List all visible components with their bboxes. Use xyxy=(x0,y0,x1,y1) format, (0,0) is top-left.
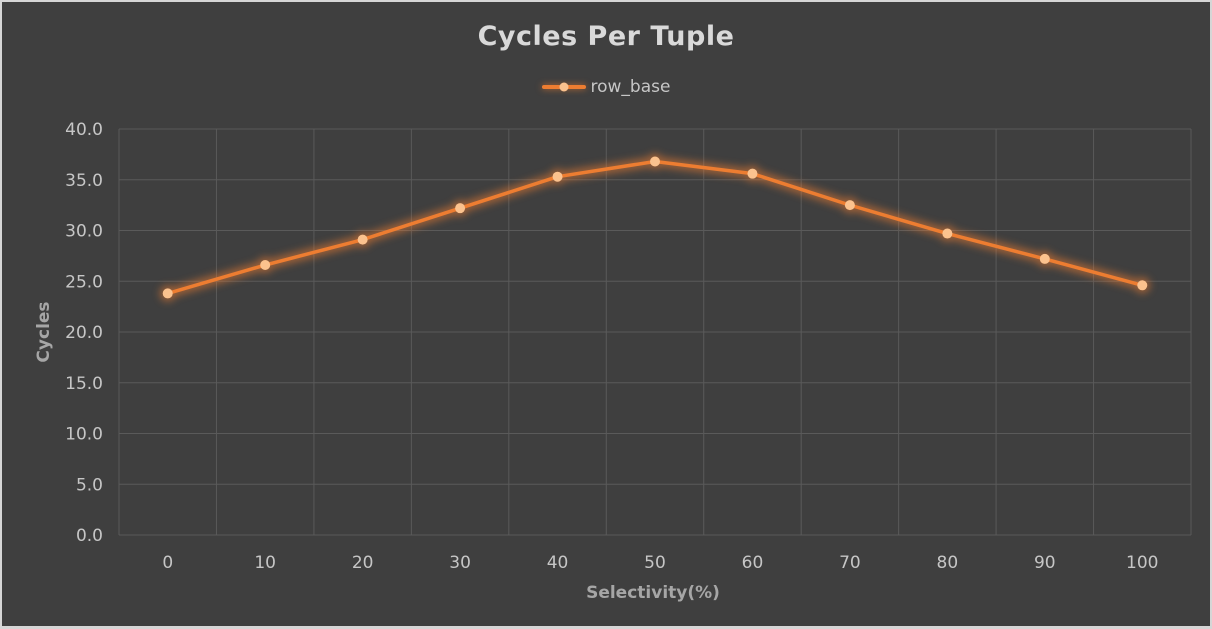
y-tick-label: 30.0 xyxy=(65,222,103,242)
data-point-marker xyxy=(455,203,466,214)
x-tick-label: 40 xyxy=(547,553,569,573)
x-tick-label: 0 xyxy=(162,553,173,573)
data-point-marker xyxy=(650,156,660,167)
data-point-marker xyxy=(844,200,855,211)
x-tick-label: 10 xyxy=(254,553,276,573)
data-point-marker xyxy=(162,288,173,299)
legend-marker-dot-icon xyxy=(559,82,569,92)
gridlines xyxy=(118,128,1192,536)
y-tick-label: 35.0 xyxy=(65,171,103,191)
x-axis-title: Selectivity(%) xyxy=(586,583,720,603)
series-glow xyxy=(159,153,1151,302)
legend: row_base xyxy=(2,77,1210,97)
data-point-marker xyxy=(260,260,271,271)
x-tick-label: 80 xyxy=(937,553,959,573)
x-tick-label: 30 xyxy=(449,553,471,573)
x-tick-label: 70 xyxy=(839,553,861,573)
y-tick-label: 5.0 xyxy=(76,475,103,495)
x-tick-label: 20 xyxy=(352,553,374,573)
x-tick-label: 50 xyxy=(644,553,666,573)
y-tick-label: 15.0 xyxy=(65,374,103,394)
data-point-marker xyxy=(1039,253,1050,264)
x-tick-label: 100 xyxy=(1126,553,1158,573)
legend-line-icon xyxy=(541,82,586,92)
y-axis-title: Cycles xyxy=(34,301,54,363)
series-line xyxy=(162,156,1148,299)
data-point-marker xyxy=(357,234,368,245)
x-tick-label: 60 xyxy=(742,553,764,573)
y-tick-label: 25.0 xyxy=(65,272,103,292)
data-point-marker xyxy=(1137,280,1148,291)
chart-title: Cycles Per Tuple xyxy=(477,21,735,52)
legend-label: row_base xyxy=(590,77,671,97)
axis-tick-labels: 0.0 5.0 10.0 15.0 20.0 25.0 30.0 35.0 40.0 0 10 20 3… xyxy=(65,120,1158,573)
y-tick-label: 20.0 xyxy=(65,323,103,343)
x-tick-label: 90 xyxy=(1034,553,1056,573)
y-tick-label: 40.0 xyxy=(65,120,103,140)
y-tick-label: 10.0 xyxy=(65,425,103,445)
data-point-marker xyxy=(942,228,953,239)
data-point-marker xyxy=(747,168,758,179)
data-point-marker xyxy=(552,171,563,182)
y-tick-label: 0.0 xyxy=(76,526,103,546)
